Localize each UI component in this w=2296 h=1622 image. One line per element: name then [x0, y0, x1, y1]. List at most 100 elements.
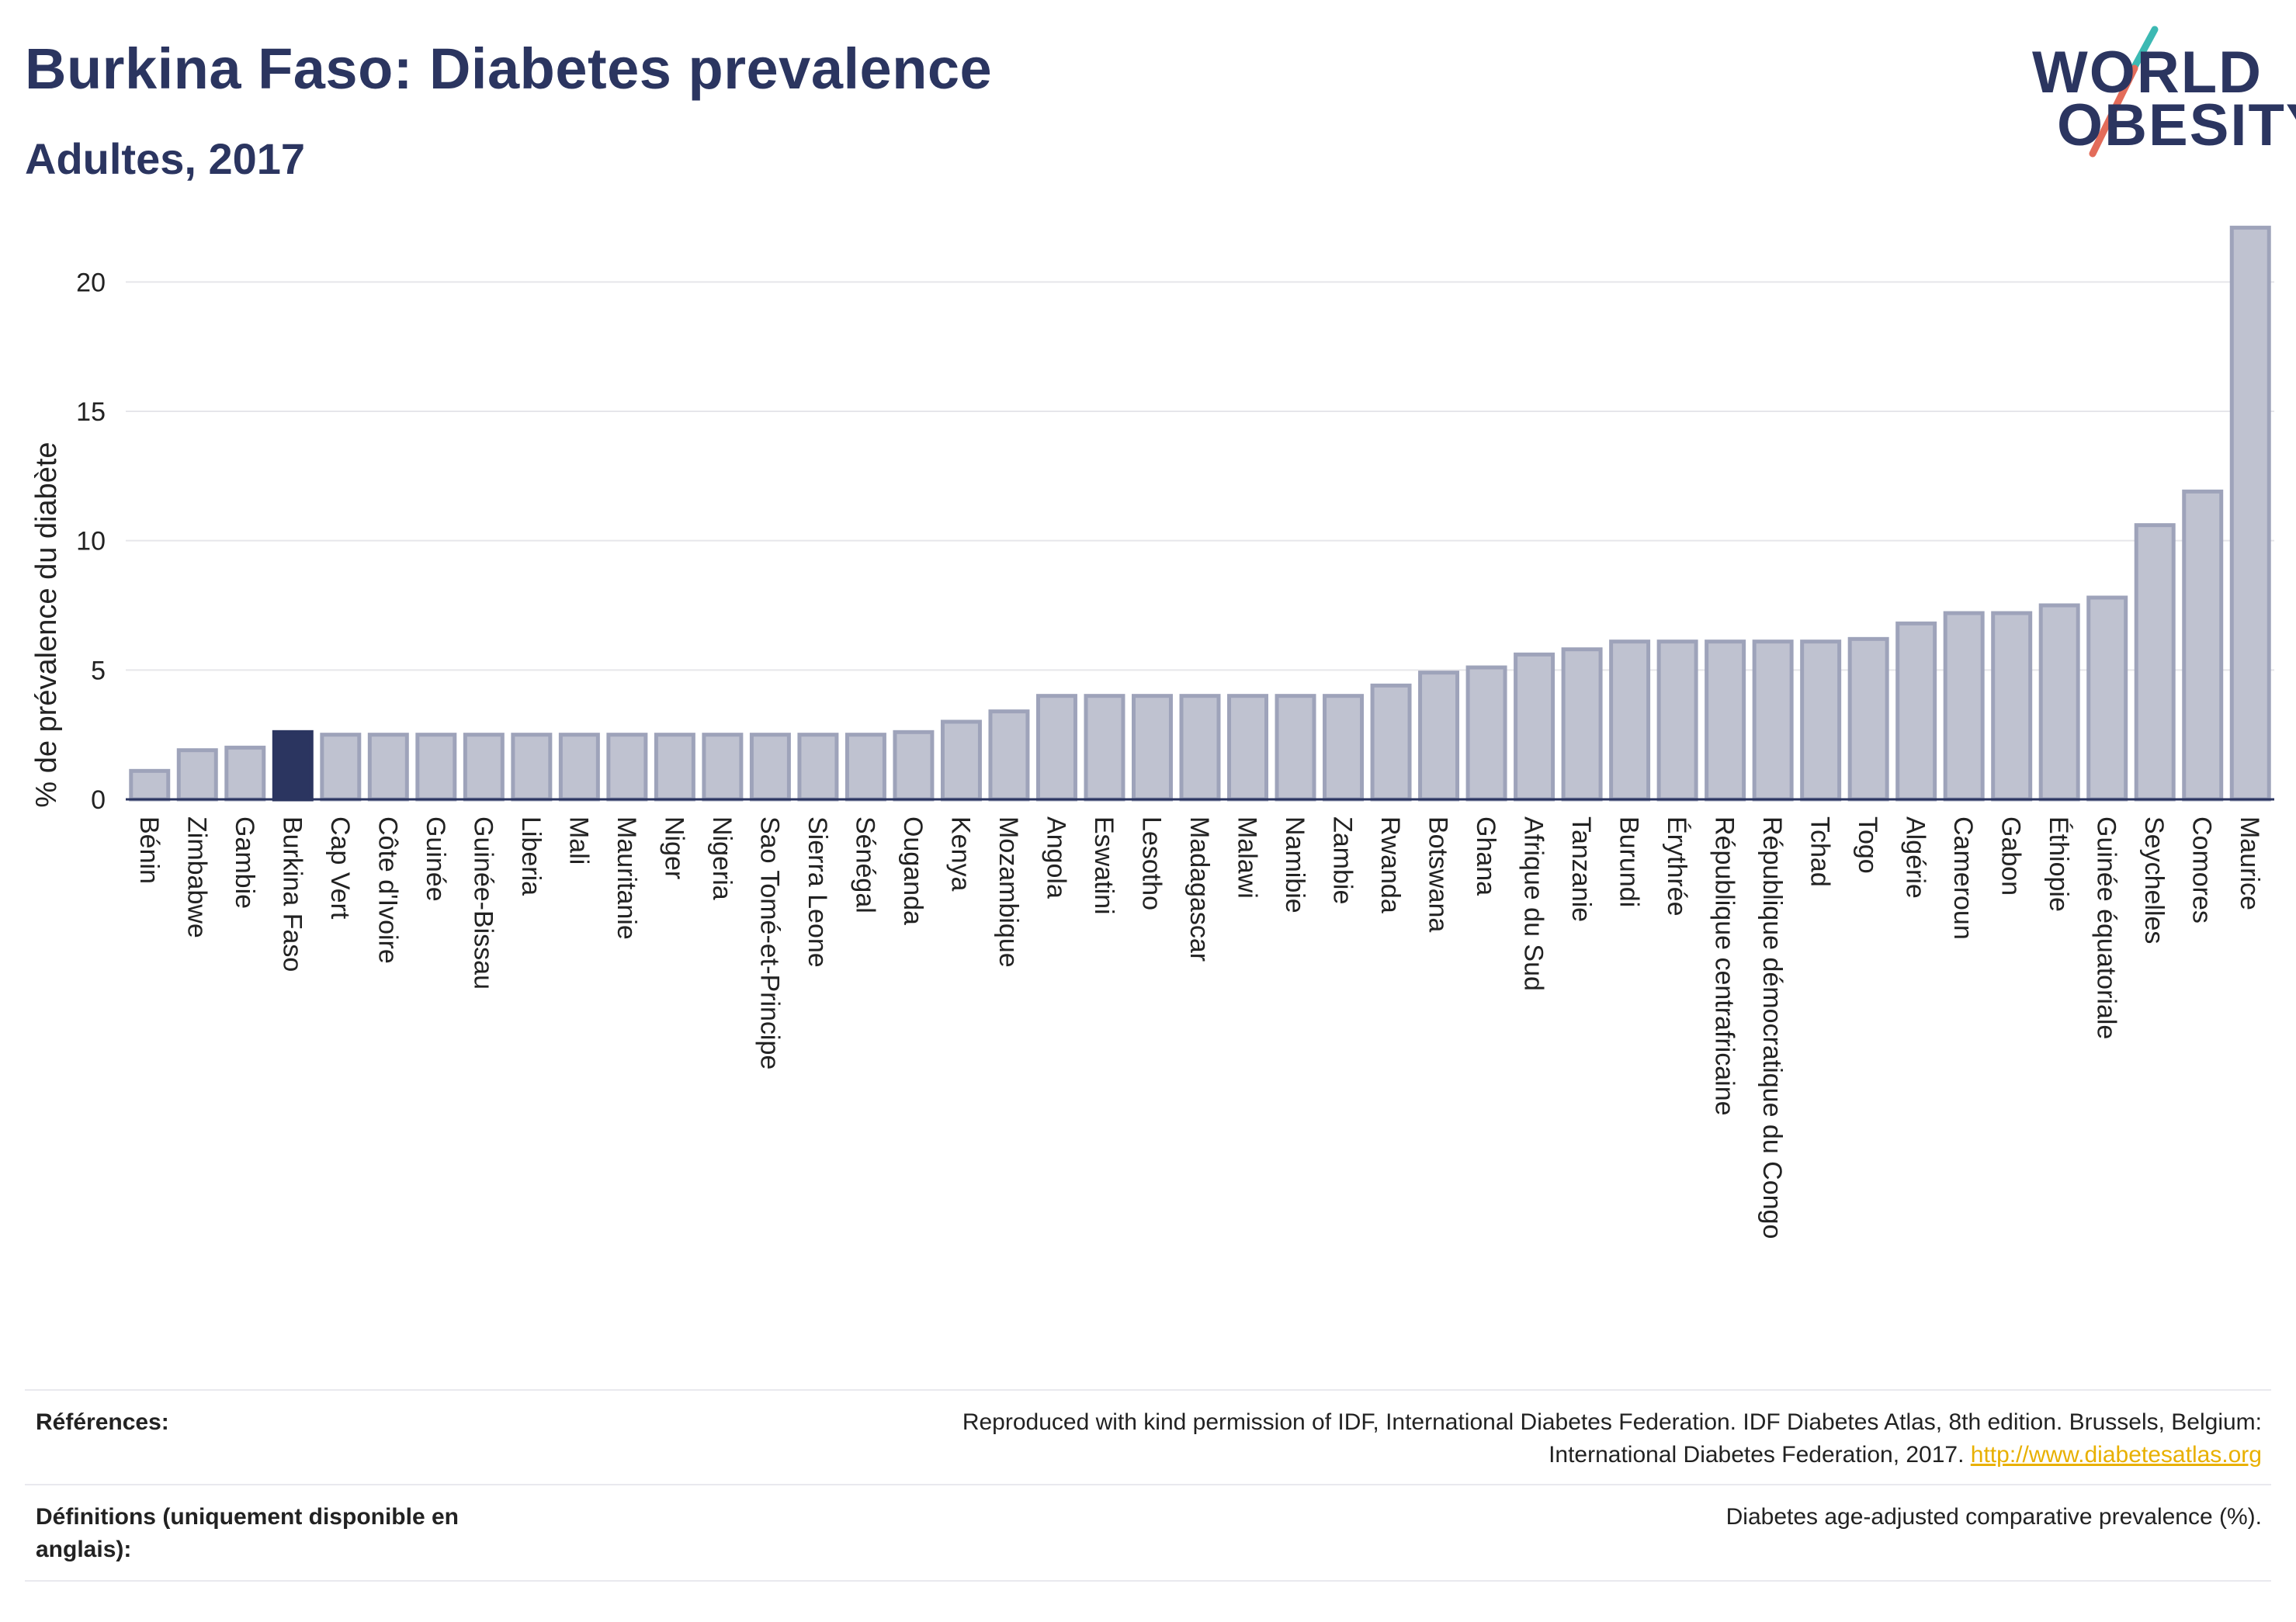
bar[interactable]: [2229, 225, 2271, 802]
x-tick-label: Liberia: [516, 816, 546, 896]
bar[interactable]: [606, 733, 648, 802]
x-tick-label: Gambie: [230, 816, 259, 909]
bar[interactable]: [129, 768, 171, 802]
bar[interactable]: [702, 733, 744, 802]
bar[interactable]: [511, 733, 553, 802]
x-tick-label: Lesotho: [1136, 816, 1166, 910]
bar[interactable]: [1275, 694, 1316, 802]
x-tick-label: Sénégal: [850, 816, 879, 913]
references-text: Reproduced with kind permission of IDF, …: [709, 1406, 2262, 1471]
x-tick-label: Tanzanie: [1566, 816, 1596, 922]
x-tick-label: Maurice: [2235, 816, 2264, 910]
bar[interactable]: [2182, 489, 2224, 802]
x-tick-label: Cameroun: [1948, 816, 1978, 940]
footer-divider-top: [25, 1389, 2271, 1391]
bar[interactable]: [654, 733, 695, 802]
references-text-line1: Reproduced with kind permission of IDF, …: [962, 1409, 2262, 1435]
footer-divider-bottom: [25, 1580, 2271, 1582]
x-tick-label: Afrique du Sud: [1519, 816, 1549, 991]
bar[interactable]: [2038, 603, 2080, 802]
bar[interactable]: [797, 733, 839, 802]
bar[interactable]: [558, 733, 600, 802]
bar[interactable]: [893, 730, 935, 802]
x-tick-label: Ouganda: [898, 816, 928, 925]
bar[interactable]: [1514, 652, 1556, 802]
y-tick-label: 15: [76, 397, 106, 427]
bar-chart: 0 5 10 15 20 Bénin Zimbabwe Gambie Burkina Faso…: [30, 225, 2274, 1239]
x-tick-label: Gabon: [1996, 816, 2026, 896]
y-tick-label: 20: [76, 268, 106, 297]
x-tick-label: Madagascar: [1184, 816, 1214, 962]
bar[interactable]: [1895, 621, 1937, 802]
x-tick-label: Togo: [1853, 816, 1882, 874]
x-axis-labels: Bénin Zimbabwe Gambie Burkina Faso Cap Vert C…: [134, 816, 2264, 1239]
bar[interactable]: [1800, 639, 1842, 802]
x-tick-label: Côte d'Ivoire: [373, 816, 402, 964]
chart-title: Burkina Faso: Diabetes prevalence: [25, 36, 993, 101]
x-tick-label: Cap Vert: [325, 816, 355, 920]
bar[interactable]: [176, 748, 218, 802]
x-tick-label: Angola: [1041, 816, 1070, 899]
x-tick-label: Mozambique: [994, 816, 1023, 968]
logo-slash-icon: [2089, 26, 2159, 158]
bar[interactable]: [988, 709, 1030, 802]
bar[interactable]: [463, 733, 505, 802]
x-tick-label: Zambie: [1328, 816, 1358, 904]
bar[interactable]: [367, 733, 409, 802]
x-tick-label: Malawi: [1233, 816, 1262, 899]
bar[interactable]: [1131, 694, 1173, 802]
bar[interactable]: [1656, 639, 1698, 802]
world-obesity-logo[interactable]: WORLD OBESITY: [2018, 20, 2296, 168]
bar[interactable]: [1370, 683, 1412, 802]
bar[interactable]: [1752, 639, 1794, 802]
x-tick-label: Eswatini: [1089, 816, 1119, 915]
references-label: Références:: [36, 1409, 169, 1435]
bar[interactable]: [1943, 611, 1985, 802]
bar[interactable]: [2134, 523, 2176, 802]
bar[interactable]: [1179, 694, 1221, 802]
references-link[interactable]: http://www.diabetesatlas.org: [1970, 1442, 2262, 1468]
bars: [129, 225, 2271, 802]
bar[interactable]: [1418, 671, 1460, 802]
x-tick-label: Burkina Faso: [277, 816, 307, 972]
bar[interactable]: [1323, 694, 1365, 802]
x-tick-label: Nigeria: [707, 816, 737, 900]
logo-text-obesity: OBESITY: [2057, 92, 2296, 158]
bar[interactable]: [1991, 611, 2033, 802]
x-tick-label: Guinée équatoriale: [2092, 816, 2121, 1039]
x-tick-label: Niger: [659, 816, 688, 879]
definitions-text: Diabetes age-adjusted comparative preval…: [1725, 1504, 2262, 1530]
bar[interactable]: [749, 733, 791, 802]
x-tick-label: Algérie: [1901, 816, 1930, 899]
x-tick-label: République centrafricaine: [1710, 816, 1739, 1116]
bar[interactable]: [1035, 694, 1077, 802]
x-tick-label: Botswana: [1424, 816, 1453, 932]
x-tick-label: Comores: [2187, 816, 2217, 924]
bar[interactable]: [1609, 639, 1651, 802]
y-axis-title: % de prévalence du diabète: [30, 442, 63, 807]
bar[interactable]: [1227, 694, 1269, 802]
bar[interactable]: [1847, 636, 1889, 802]
bar[interactable]: [224, 745, 266, 802]
bar[interactable]: [2086, 595, 2128, 802]
bar[interactable]: [1561, 647, 1603, 802]
bar[interactable]: [940, 719, 982, 802]
bar[interactable]: [845, 733, 886, 802]
bar[interactable]: [320, 733, 362, 802]
x-tick-label: Zimbabwe: [182, 816, 211, 938]
chart-subtitle: Adultes, 2017: [25, 134, 306, 183]
y-tick-label: 10: [76, 527, 106, 556]
x-tick-label: Seychelles: [2139, 816, 2169, 944]
bar[interactable]: [1705, 639, 1746, 802]
x-tick-label: Mali: [564, 816, 593, 865]
y-axis-ticks: 0 5 10 15 20: [76, 268, 106, 815]
references-text-line2: International Diabetes Federation, 2017.: [1549, 1442, 1965, 1468]
bar[interactable]: [415, 733, 457, 802]
bar[interactable]: [1465, 665, 1507, 802]
x-tick-label: Namibie: [1280, 816, 1309, 913]
footer-divider-middle: [25, 1484, 2271, 1485]
x-tick-label: Guinée: [421, 816, 450, 902]
x-tick-label: République démocratique du Congo: [1757, 816, 1787, 1239]
bar-highlighted[interactable]: [272, 730, 314, 802]
bar[interactable]: [1084, 694, 1125, 802]
